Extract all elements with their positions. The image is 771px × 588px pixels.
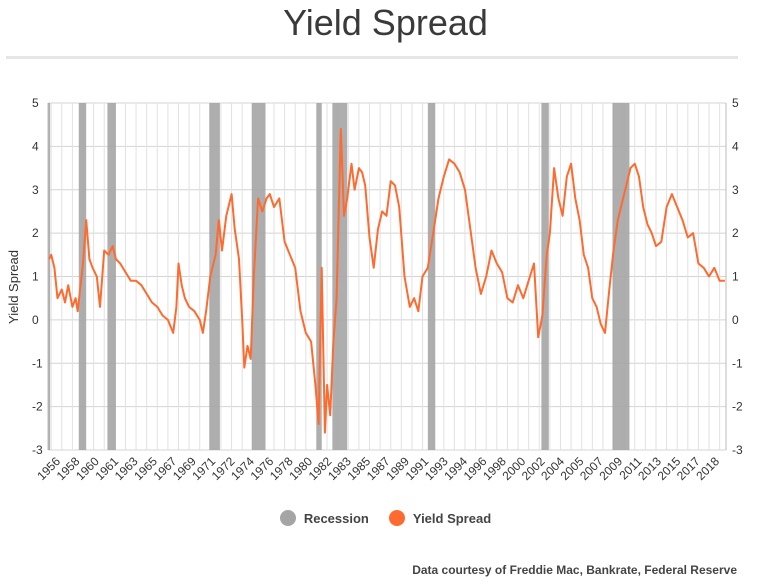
y-tick-label-left: 5 [32,96,39,110]
y-tick-label-right: -3 [732,443,743,457]
y-tick-label-left: 1 [32,270,39,284]
recession-swatch-icon [279,510,296,526]
yield-spread-swatch-icon [388,510,405,526]
legend-item-yield-spread[interactable]: Yield Spread [388,510,492,526]
title-divider [6,56,738,59]
y-tick-label-right: -2 [732,400,743,414]
legend-label-yield-spread: Yield Spread [412,510,492,526]
y-tick-label-left: 0 [32,313,39,327]
recession-band [251,103,266,450]
legend-label-recession: Recession [303,510,369,526]
legend-item-recession[interactable]: Recession [279,510,369,526]
y-tick-label-right: 3 [732,183,739,197]
y-axis-label: Yield Spread [6,250,21,324]
yield-spread-chart: 5 5 4 4 3 3 2 2 1 1 0 0 -1 -1 -2 -2 -3 -3 195619581960196… [6,96,743,483]
y-tick-label-right: 2 [732,226,739,240]
recession-band [316,103,322,450]
recession-band [48,103,51,450]
axes [47,103,727,450]
chart-title: Yield Spread [283,2,488,43]
y-tick-label-left: 3 [32,183,39,197]
x-tick-label: 2018 [693,454,722,483]
legend: Recession Yield Spread [0,510,771,526]
recession-band [107,103,116,450]
series-layer [48,128,725,434]
y-tick-label-left: -2 [32,400,43,414]
y-tick-label-left: 2 [32,226,39,240]
recession-band [612,103,630,450]
y-tick-label-right: 5 [732,96,739,110]
data-credit: Data courtesy of Freddie Mac, Bankrate, … [412,563,737,577]
y-tick-label-left: 4 [32,139,39,153]
y-tick-labels: 5 5 4 4 3 3 2 2 1 1 0 0 -1 -1 -2 -2 -3 -3 [32,96,743,457]
series-line-yield-spread [48,128,725,434]
y-tick-label-right: 1 [732,270,739,284]
y-tick-label-right: -1 [732,356,743,370]
recession-band [427,103,436,450]
y-tick-label-right: 4 [732,139,739,153]
y-tick-label-right: 0 [732,313,739,327]
y-tick-label-left: -1 [32,356,43,370]
recession-band [209,103,220,450]
x-tick-labels: 1956195819601961196319651967196919711972… [34,454,722,483]
y-tick-label-left: -3 [32,443,43,457]
